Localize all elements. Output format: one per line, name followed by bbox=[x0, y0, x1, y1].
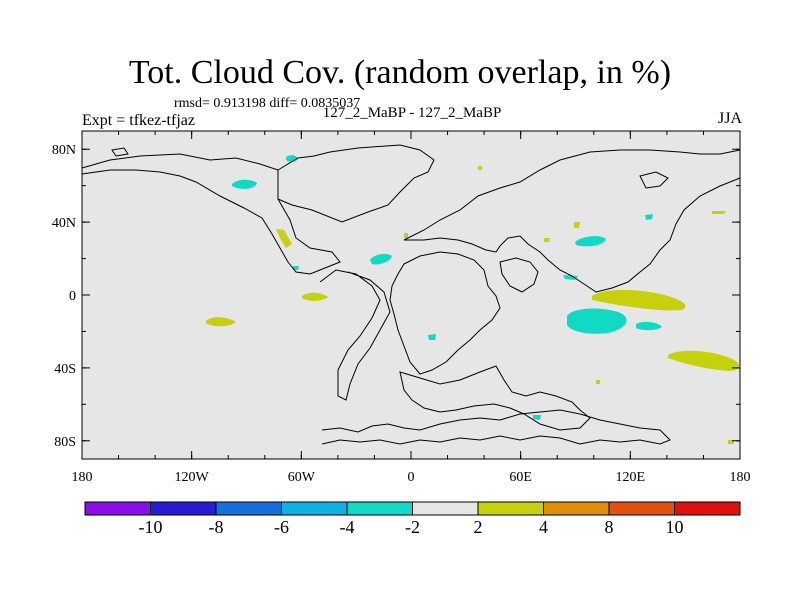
lon-tick-label: 180 bbox=[730, 470, 751, 485]
season-label: JJA bbox=[717, 110, 742, 127]
cyan-anomaly-patch bbox=[636, 321, 662, 331]
yellowgreen-anomaly-patch bbox=[276, 229, 292, 248]
colorbar-label: 4 bbox=[539, 517, 548, 537]
map-frame bbox=[81, 130, 741, 460]
experiment-subtitle: 127_2_MaBP - 127_2_MaBP bbox=[322, 105, 502, 121]
lat-tick-label: 80N bbox=[52, 143, 76, 158]
yellowgreen-anomaly-patch bbox=[404, 233, 408, 238]
lon-tick-label: 120E bbox=[616, 470, 646, 485]
colorbar-label: -6 bbox=[274, 517, 289, 537]
anomaly-shading bbox=[206, 155, 739, 444]
cyan-anomaly-patch bbox=[645, 214, 653, 220]
map-title: Tot. Cloud Cov. (random overlap, in %) bbox=[128, 54, 672, 91]
coastline bbox=[277, 144, 435, 223]
cyan-anomaly-patch bbox=[563, 275, 578, 280]
cyan-anomaly-patch bbox=[293, 266, 299, 270]
lon-tick-label: 60W bbox=[288, 470, 316, 485]
map-axes: 180 120W 60W 0 60E 120E 180 80N 40N 0 40S 80S bbox=[52, 131, 751, 485]
coastlines bbox=[81, 144, 741, 445]
colorbar: -10 -8 -6 -4 -2 2 4 8 10 bbox=[84, 501, 741, 537]
colorbar-label: -10 bbox=[139, 517, 163, 537]
cyan-anomaly-patch bbox=[575, 236, 606, 247]
cyan-anomaly-patch bbox=[370, 253, 392, 265]
colorbar-label: 8 bbox=[605, 517, 614, 537]
coastline bbox=[639, 171, 669, 189]
cyan-anomaly-patch bbox=[567, 308, 627, 334]
colorbar-label: -2 bbox=[405, 517, 420, 537]
lat-tick-label: 40S bbox=[54, 362, 76, 377]
yellowgreen-anomaly-patch bbox=[596, 380, 600, 384]
rmsd-diff-label: rmsd= 0.913198 diff= 0.0835037 bbox=[174, 96, 361, 111]
colorbar-swatch bbox=[150, 501, 217, 516]
cyan-anomaly-patch bbox=[428, 334, 436, 340]
colorbar-label: -8 bbox=[209, 517, 224, 537]
cyan-anomaly-patch bbox=[533, 415, 541, 420]
yellowgreen-anomaly-patch bbox=[206, 317, 236, 327]
colorbar-swatch bbox=[84, 501, 151, 516]
lon-tick-label: 120W bbox=[175, 470, 210, 485]
cyan-anomaly-patch bbox=[286, 155, 298, 163]
colorbar-swatch bbox=[608, 501, 675, 516]
coastline bbox=[403, 149, 741, 293]
yellowgreen-anomaly-patch bbox=[302, 292, 328, 301]
coastline bbox=[499, 257, 539, 293]
yellowgreen-anomaly-patch bbox=[478, 166, 482, 170]
yellowgreen-anomaly-patch bbox=[592, 290, 686, 311]
yellowgreen-anomaly-patch bbox=[544, 238, 550, 242]
lat-tick-label: 80S bbox=[54, 435, 76, 450]
lon-tick-label: 0 bbox=[408, 470, 415, 485]
colorbar-swatch bbox=[674, 501, 741, 516]
colorbar-swatch bbox=[281, 501, 348, 516]
coastline bbox=[321, 409, 671, 445]
coastline bbox=[111, 147, 129, 157]
yellowgreen-anomaly-patch bbox=[712, 211, 726, 214]
colorbar-label: 2 bbox=[474, 517, 483, 537]
colorbar-label: 10 bbox=[666, 517, 684, 537]
lon-tick-label: 180 bbox=[72, 470, 93, 485]
colorbar-label: -4 bbox=[340, 517, 355, 537]
colorbar-swatch bbox=[543, 501, 610, 516]
lat-tick-label: 40N bbox=[52, 216, 76, 231]
coastline bbox=[81, 153, 341, 275]
colorbar-swatch bbox=[215, 501, 282, 516]
colorbar-swatch bbox=[477, 501, 544, 516]
coastline bbox=[399, 365, 591, 431]
cyan-anomaly-patch bbox=[232, 179, 257, 189]
coastline bbox=[389, 251, 501, 375]
yellowgreen-anomaly-patch bbox=[668, 350, 739, 371]
colorbar-swatch bbox=[346, 501, 413, 516]
lon-tick-label: 60E bbox=[509, 470, 532, 485]
lat-tick-label: 0 bbox=[69, 289, 76, 304]
colorbar-swatch bbox=[412, 501, 479, 516]
yellowgreen-anomaly-patch bbox=[574, 222, 580, 228]
coastline bbox=[319, 269, 391, 401]
experiment-label: Expt = tfkez-tfjaz bbox=[82, 112, 195, 129]
